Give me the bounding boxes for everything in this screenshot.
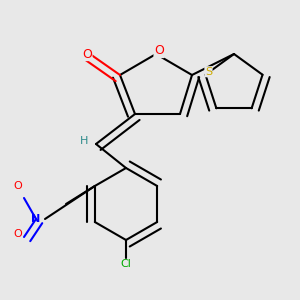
Text: Cl: Cl	[121, 259, 131, 269]
Text: O: O	[82, 47, 92, 61]
Text: O: O	[14, 181, 22, 191]
Text: S: S	[205, 67, 212, 77]
Text: O: O	[14, 229, 22, 239]
Text: H: H	[80, 136, 88, 146]
Text: N: N	[32, 214, 40, 224]
Text: O: O	[154, 44, 164, 58]
